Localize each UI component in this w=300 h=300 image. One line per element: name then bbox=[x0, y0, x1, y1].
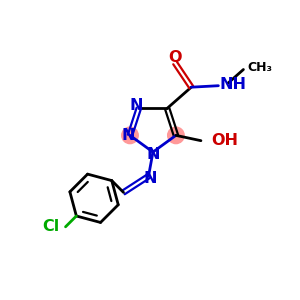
Text: N: N bbox=[146, 147, 160, 162]
Text: N: N bbox=[143, 171, 157, 186]
Text: Cl: Cl bbox=[42, 219, 59, 234]
Text: CH₃: CH₃ bbox=[248, 61, 273, 74]
Text: OH: OH bbox=[211, 133, 238, 148]
Circle shape bbox=[168, 127, 184, 144]
Text: O: O bbox=[168, 50, 182, 65]
Text: N: N bbox=[121, 128, 135, 143]
Circle shape bbox=[122, 127, 138, 144]
Text: NH: NH bbox=[220, 77, 247, 92]
Text: N: N bbox=[130, 98, 143, 113]
